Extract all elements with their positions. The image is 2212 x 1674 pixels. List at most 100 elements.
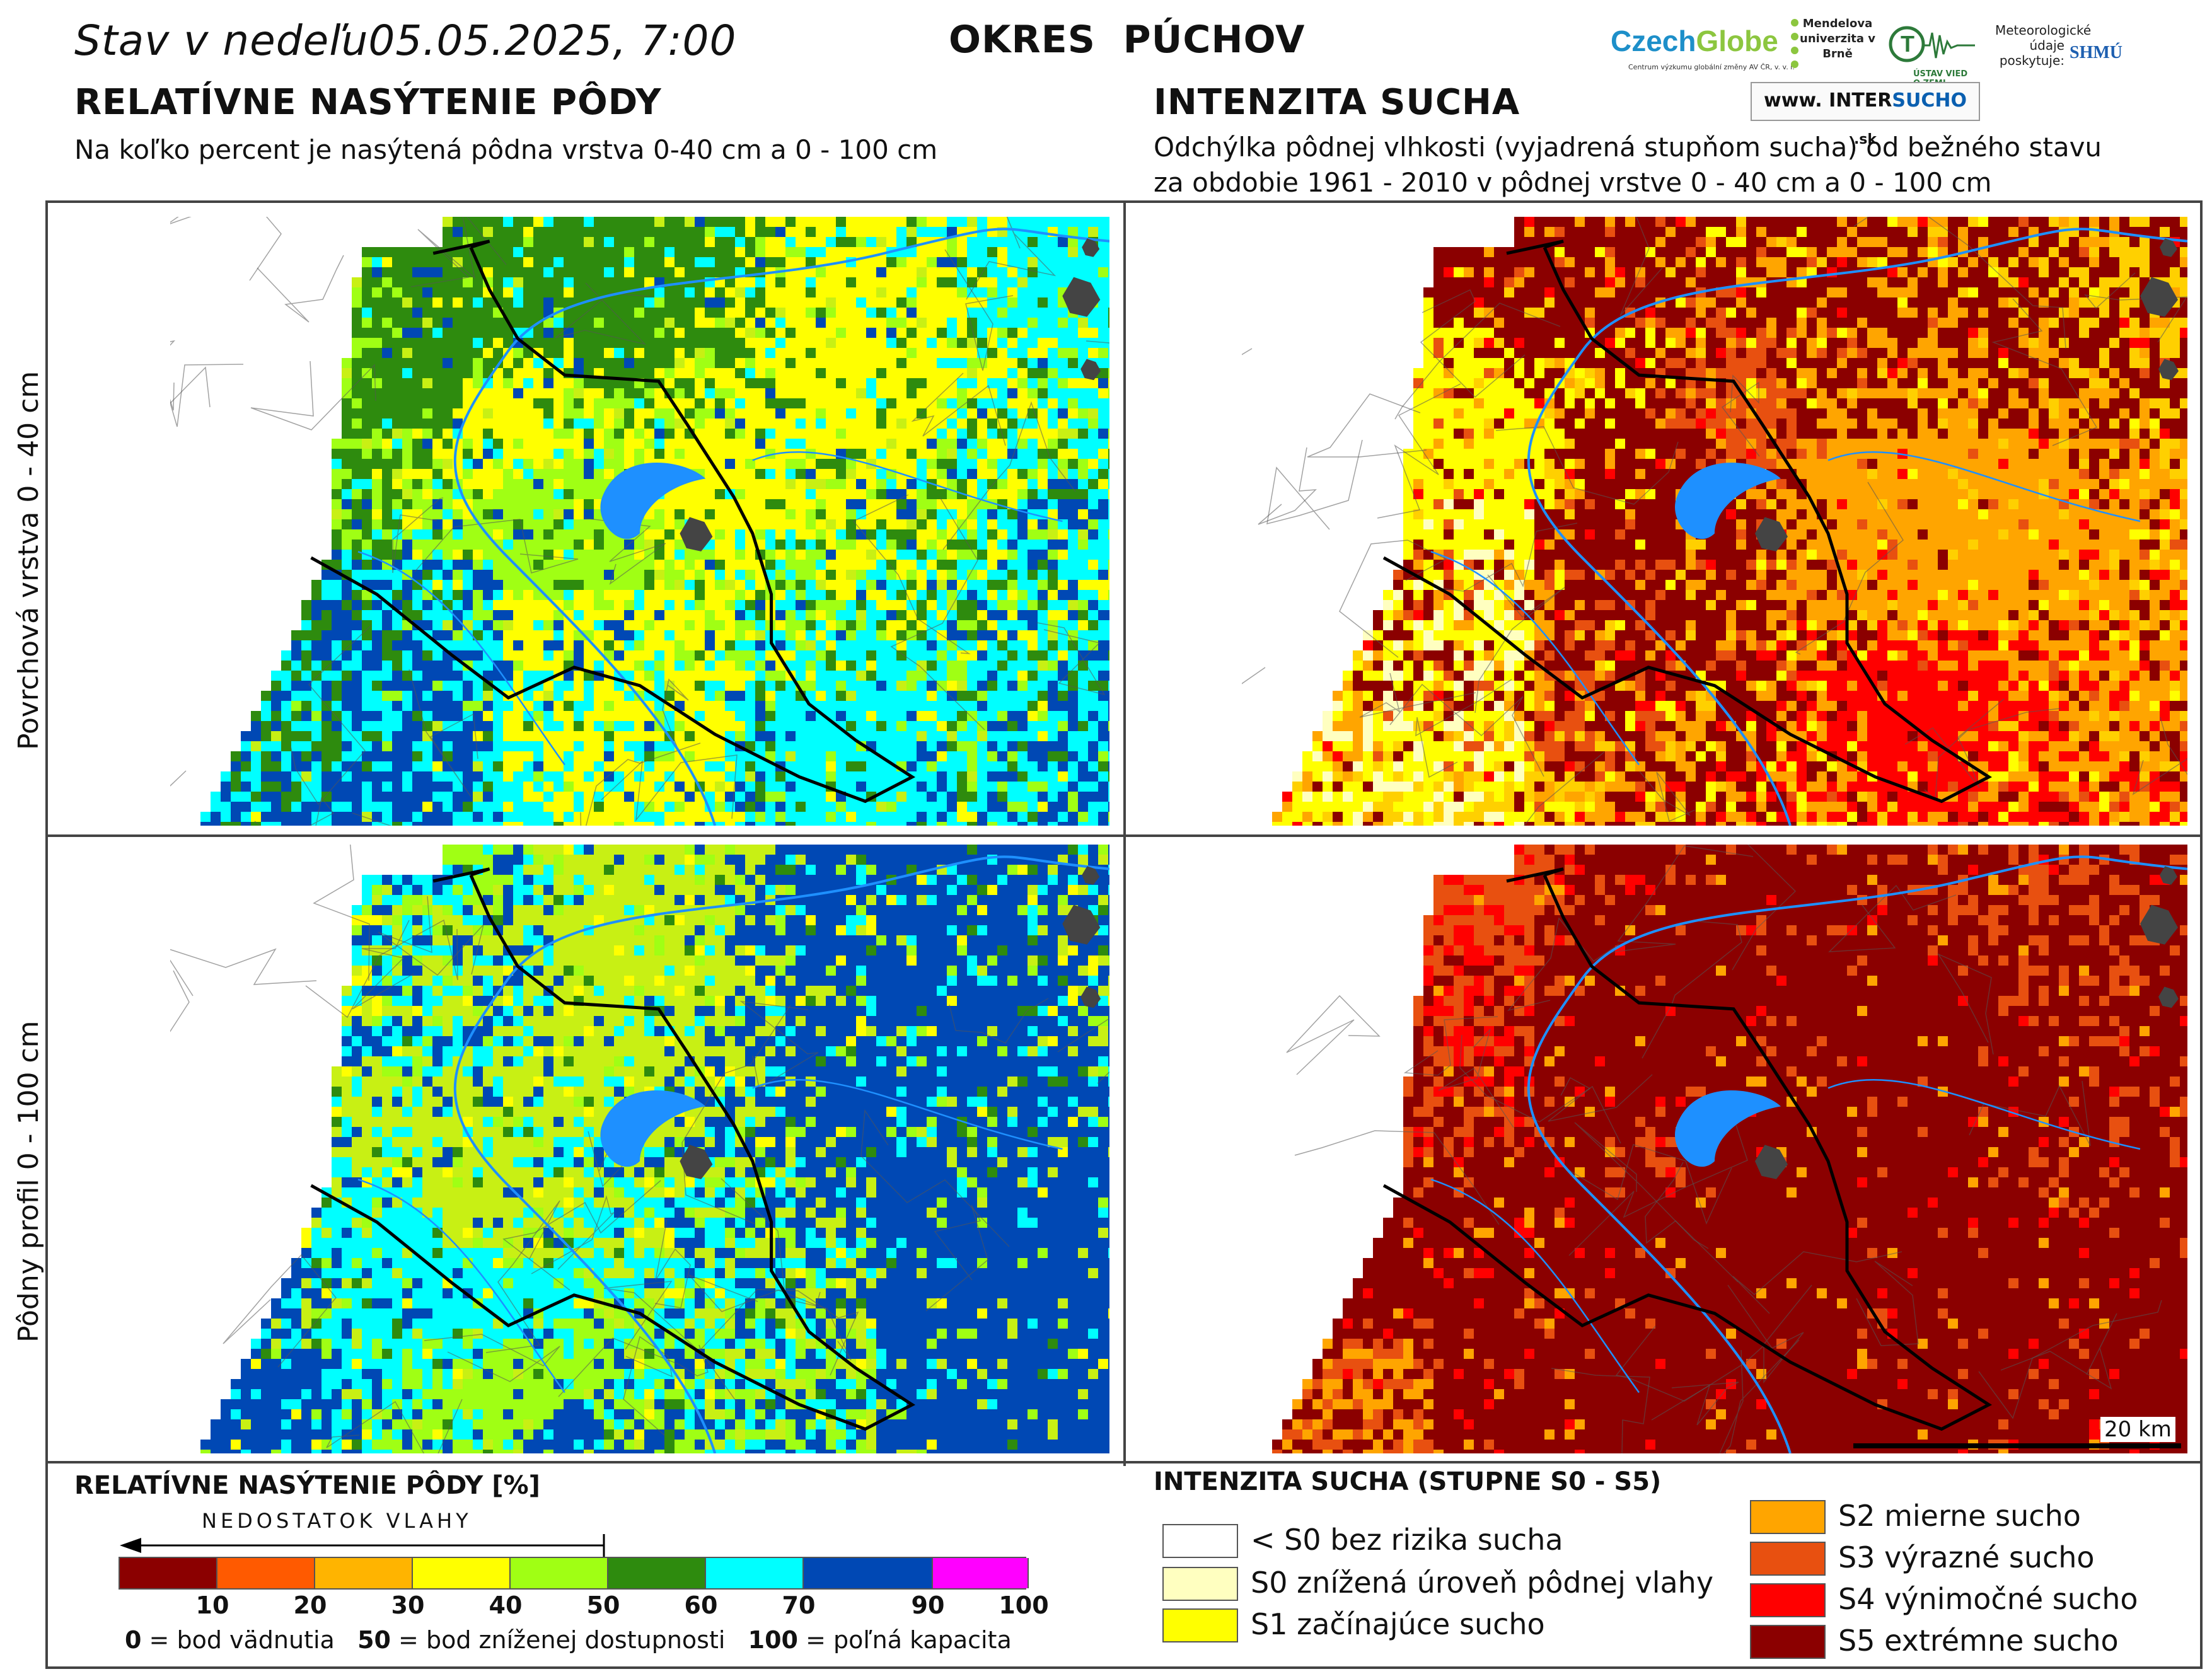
deficit-arrow-label: NEDOSTATOK VLAHY xyxy=(202,1509,472,1533)
drought-legend-swatch xyxy=(1750,1500,1826,1534)
district-boundary-west xyxy=(1506,867,1564,883)
intersucho-part2: SUCHO xyxy=(1892,89,1967,112)
district-boundary-west xyxy=(432,867,490,883)
drought-legend-label: S1 začínajúce sucho xyxy=(1251,1607,1545,1641)
saturation-color-bar xyxy=(119,1557,1029,1590)
district-boundary xyxy=(310,246,916,804)
czechglobe-subtitle: Centrum výzkumu globální změny AV ČR, v.… xyxy=(1628,63,1795,71)
map-saturation-topsoil xyxy=(170,217,1109,826)
saturation-footnote: 0 = bod vädnutia 50 = bod zníženej dostu… xyxy=(125,1626,1012,1654)
czechglobe-logo-part1: Czech xyxy=(1611,25,1696,57)
footnote-0-num: 0 xyxy=(125,1626,142,1654)
scale-bar-line xyxy=(1853,1443,2181,1448)
deficit-arrow-icon xyxy=(120,1534,605,1557)
saturation-tick-label: 40 xyxy=(489,1591,523,1619)
drought-legend-swatch xyxy=(1750,1583,1826,1617)
date-line: Stav v nedeľu05.05.2025, 7:00 xyxy=(74,16,736,65)
drought-legend-label: S2 mierne sucho xyxy=(1838,1499,2081,1533)
saturation-color-segment xyxy=(608,1558,706,1588)
urban-areas xyxy=(680,238,1101,551)
right-section-subtitle-2: za obdobie 1961 - 2010 v pôdnej vrstve 0… xyxy=(1154,167,1992,198)
partner-logos: CzechGlobe Centrum výzkumu globální změn… xyxy=(1611,11,2203,147)
map-raster xyxy=(1272,217,2187,826)
drought-legend-swatch xyxy=(1750,1542,1826,1576)
district-boundary xyxy=(1382,874,1992,1431)
district-boundary-west xyxy=(1506,240,1564,255)
saturation-tick-label: 70 xyxy=(782,1591,816,1619)
region-title: OKRES PÚCHOV xyxy=(949,18,1306,62)
left-section-title: RELATÍVNE NASÝTENIE PÔDY xyxy=(74,82,662,123)
rivers xyxy=(357,228,1109,826)
scale-bar-label: 20 km xyxy=(2100,1417,2175,1442)
drought-legend-swatch xyxy=(1162,1567,1238,1601)
mendel-dots-icon xyxy=(1788,18,1801,74)
urban-areas xyxy=(1755,238,2179,551)
saturation-color-segment xyxy=(804,1558,933,1588)
saturation-tick-label: 20 xyxy=(293,1591,327,1619)
drought-legend-swatch xyxy=(1750,1625,1826,1659)
map-saturation-profile-svg xyxy=(170,845,1109,1453)
intersucho-part3: .sk xyxy=(1853,132,1877,147)
map-raster xyxy=(1272,845,2187,1453)
saturation-color-segment xyxy=(413,1558,511,1588)
drought-legend-title: INTENZITA SUCHA (STUPNE S0 - S5) xyxy=(1154,1467,1662,1496)
drought-legend-label: S3 výrazné sucho xyxy=(1838,1540,2095,1574)
legend-divider xyxy=(45,1461,2203,1463)
czechglobe-logo: CzechGlobe xyxy=(1611,24,1778,58)
row-label-bottom: Pôdny profil 0 - 100 cm xyxy=(13,1020,45,1343)
saturation-tick-label: 50 xyxy=(586,1591,620,1619)
saturation-color-segment xyxy=(706,1558,804,1588)
row-label-top: Povrchová vrstva 0 - 40 cm xyxy=(13,371,45,750)
drought-legend-label: < S0 bez rizika sucha xyxy=(1251,1523,1563,1557)
map-drought-profile-svg xyxy=(1272,845,2187,1453)
municipal-boundaries xyxy=(1286,845,2162,1453)
urban-areas xyxy=(680,866,1101,1179)
saturation-color-segment xyxy=(315,1558,413,1588)
vertical-divider xyxy=(1123,200,1126,1466)
saturation-color-segment xyxy=(217,1558,315,1588)
municipal-boundaries xyxy=(1242,217,2187,826)
left-section-subtitle: Na koľko percent je nasýtená pôdna vrstv… xyxy=(74,134,938,165)
saturation-color-segment xyxy=(933,1558,1029,1588)
right-section-title: INTENZITA SUCHA xyxy=(1154,82,1520,123)
map-drought-topsoil-svg xyxy=(1242,217,2187,826)
urban-areas xyxy=(1755,866,2179,1179)
map-raster xyxy=(200,217,1109,826)
intersucho-part1: www. INTER xyxy=(1764,89,1892,112)
footnote-100-num: 100 xyxy=(748,1626,798,1654)
row-divider xyxy=(45,834,2203,837)
deficit-arrow: NEDOSTATOK VLAHY xyxy=(120,1509,611,1557)
intersucho-logo: www. INTERSUCHO .sk xyxy=(1751,82,1980,147)
saturation-tick-label: 60 xyxy=(684,1591,718,1619)
svg-text:T: T xyxy=(1901,31,1914,57)
date-value: 05.05.2025, 7:00 xyxy=(368,16,737,65)
mendel-logo: Mendelova univerzita v Brně xyxy=(1800,17,1876,61)
saturation-legend-title: RELATÍVNE NASÝTENIE PÔDY [%] xyxy=(74,1471,540,1500)
footnote-50-text: = bod zníženej dostupnosti xyxy=(390,1626,726,1654)
saturation-tick-label: 10 xyxy=(195,1591,229,1619)
date-prefix: Stav v nedeľu xyxy=(74,16,369,65)
map-saturation-topsoil-svg xyxy=(170,217,1109,826)
saturation-ticks: 10 20 30 40 50 60 70 90 100 xyxy=(119,1591,1049,1620)
saturation-tick-label: 100 xyxy=(999,1591,1049,1619)
drought-legend-label: S5 extrémne sucho xyxy=(1838,1624,2119,1658)
footnote-50-num: 50 xyxy=(357,1626,391,1654)
drought-legend-swatch xyxy=(1162,1524,1238,1558)
footnote-0-text: = bod vädnutia xyxy=(141,1626,335,1654)
right-section-subtitle-1: Odchýlka pôdnej vlhkosti (vyjadrená stup… xyxy=(1154,132,2102,163)
municipal-boundaries xyxy=(170,845,1109,1453)
drought-legend-label: S0 znížená úroveň pôdnej vlahy xyxy=(1251,1566,1714,1600)
map-raster xyxy=(200,845,1109,1453)
footnote-100-text: = poľná kapacita xyxy=(798,1626,1012,1654)
saturation-tick-label: 30 xyxy=(391,1591,425,1619)
uvz-logo: T ÚSTAV VIED O ZEMI xyxy=(1888,23,1976,88)
drought-legend-swatch xyxy=(1162,1608,1238,1642)
district-boundary-west xyxy=(432,240,490,255)
district-boundary xyxy=(1382,246,1992,804)
district-boundary xyxy=(310,874,916,1431)
saturation-color-segment xyxy=(120,1558,217,1588)
met-data-label: Meteorologické údaje poskytuje: xyxy=(1995,23,2092,68)
scale-bar: 20 km xyxy=(1853,1417,2181,1448)
saturation-tick-label: 90 xyxy=(911,1591,945,1619)
map-drought-profile xyxy=(1242,845,2187,1453)
